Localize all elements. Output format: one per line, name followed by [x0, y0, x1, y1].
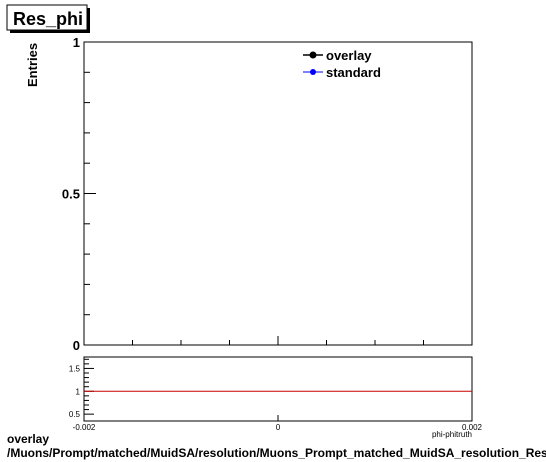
ratio-x-ticks: -0.002 0 0.002	[73, 415, 483, 432]
main-y-tick-label: 0	[73, 338, 80, 353]
legend-standard-label: standard	[326, 65, 381, 80]
main-y-tick-label: 0.5	[62, 187, 80, 202]
footer-line-2: /Muons/Prompt/matched/MuidSA/resolution/…	[7, 446, 546, 460]
ratio-plot-frame	[83, 356, 473, 422]
title-box	[6, 4, 88, 31]
legend-overlay-label: overlay	[326, 48, 372, 63]
ratio-y-tick-label: 0.5	[69, 410, 81, 419]
ratio-y-ticks: 0.5 1 1.5	[69, 358, 94, 419]
ratio-x-tick-label: 0.002	[462, 423, 483, 432]
y-axis-label: Entries	[25, 43, 40, 87]
chart-title: Res_phi	[13, 9, 83, 29]
main-x-ticks	[83, 336, 473, 345]
ratio-x-tick-label: 0	[276, 423, 281, 432]
ratio-y-tick-label: 1.5	[69, 364, 81, 373]
title-box-shadow-bottom	[10, 30, 90, 33]
ratio-y-tick-label: 1	[76, 387, 81, 396]
main-plot-frame	[83, 41, 473, 346]
main-y-tick-label: 1	[73, 35, 80, 50]
legend-overlay-marker	[309, 51, 317, 59]
title-box-shadow	[87, 8, 90, 33]
ratio-x-axis-label: phi-phitruth	[432, 430, 472, 439]
legend: overlay standard	[303, 48, 381, 80]
main-y-ticks: 00.51	[62, 35, 96, 353]
footer-line-1: overlay	[7, 432, 50, 446]
ratio-x-tick-label: -0.002	[73, 423, 96, 432]
legend-standard-marker	[310, 69, 316, 75]
